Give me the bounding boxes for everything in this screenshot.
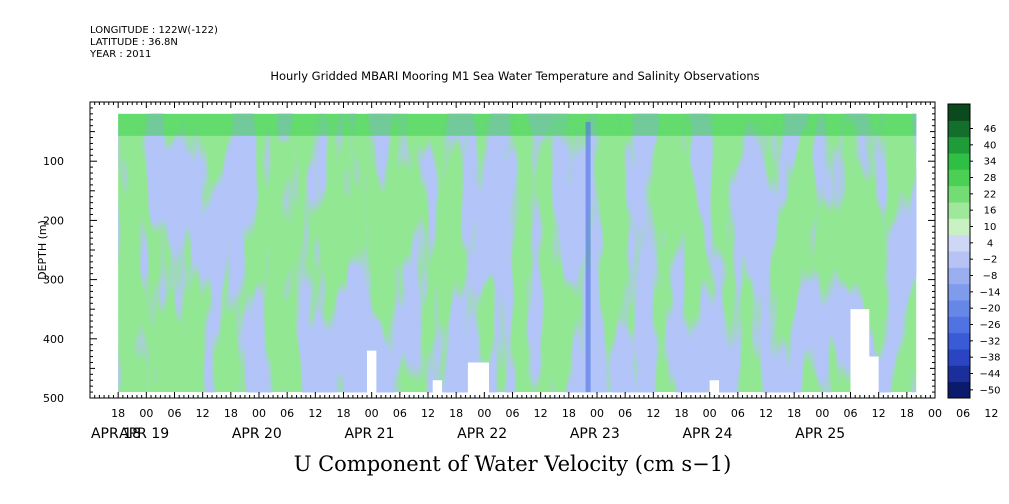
main-title: U Component of Water Velocity (cm s−1): [293, 452, 732, 476]
colorbar-swatch: [948, 365, 970, 383]
colorbar-swatch: [948, 120, 970, 138]
colorbar-swatch: [948, 283, 970, 301]
colorbar-frame: [947, 103, 971, 399]
x-hour-label: 00: [252, 407, 266, 420]
x-date-label: APR 23: [570, 426, 620, 442]
x-hour-label: 00: [139, 407, 153, 420]
x-date-label: APR 25: [795, 426, 845, 442]
x-date-label: APR 19: [119, 426, 169, 442]
x-hour-label: 00: [703, 407, 717, 420]
colorbar-label: 28: [984, 173, 997, 184]
x-date-label: APR 18: [91, 426, 141, 442]
x-hour-label: 00: [590, 407, 604, 420]
colorbar-label: −26: [979, 320, 1000, 331]
x-hour-label: 18: [787, 407, 801, 420]
colorbar-swatch: [948, 332, 970, 350]
colorbar-label: −2: [983, 255, 998, 266]
heatmap-negative-regions: [118, 113, 917, 393]
y-axis-label: DEPTH (m): [36, 220, 49, 280]
x-hour-label: 12: [534, 407, 548, 420]
x-date-label: APR 20: [232, 426, 282, 442]
x-hour-label: 00: [365, 407, 379, 420]
colorbar: −50 −44 −38 −32 −26 −20 −14 −8 −2 4 10 16 22 28 34 40 46: [947, 103, 1001, 399]
heatmap-surface-band: [118, 113, 917, 136]
x-date-label: APR 22: [457, 426, 507, 442]
x-hour-label: 06: [731, 407, 745, 420]
y-tick-label: 100: [43, 155, 64, 168]
x-hour-label: 00: [928, 407, 942, 420]
colorbar-label: −8: [983, 271, 998, 282]
y-tick-label: 400: [43, 333, 64, 346]
x-hour-label: 12: [421, 407, 435, 420]
colorbar-label: −14: [979, 287, 1000, 298]
colorbar-swatch: [948, 169, 970, 187]
x-hour-label: 06: [506, 407, 520, 420]
x-hour-label: 06: [844, 407, 858, 420]
x-hour-label: 00: [815, 407, 829, 420]
colorbar-label: 22: [984, 189, 997, 200]
colorbar-swatch: [948, 234, 970, 252]
missing-data-gap: [432, 380, 443, 394]
x-hour-label: 18: [900, 407, 914, 420]
heatmap-field: [118, 113, 917, 394]
colorbar-label: −50: [979, 385, 1000, 396]
colorbar-swatch: [948, 267, 970, 285]
x-hour-label: 12: [308, 407, 322, 420]
plot-title: Hourly Gridded MBARI Mooring M1 Sea Wate…: [270, 69, 760, 83]
x-hour-label: 06: [956, 407, 970, 420]
x-date-label: APR 21: [344, 426, 394, 442]
colorbar-swatch: [948, 300, 970, 317]
x-hour-label: 18: [337, 407, 351, 420]
x-hour-label: 06: [168, 407, 182, 420]
colorbar-swatch: [948, 316, 970, 334]
colorbar-swatch: [948, 251, 970, 268]
missing-data-gap: [859, 356, 879, 394]
x-hour-label: 00: [477, 407, 491, 420]
x-hour-label: 12: [196, 407, 210, 420]
x-hour-label: 06: [618, 407, 632, 420]
x-hour-label: 12: [646, 407, 660, 420]
colorbar-label: −38: [979, 353, 1000, 364]
colorbar-swatch: [948, 136, 970, 154]
colorbar-swatch: [948, 202, 970, 219]
colorbar-swatch: [948, 104, 970, 121]
colorbar-swatch: [948, 381, 970, 399]
x-hour-label: 18: [675, 407, 689, 420]
y-tick-label: 200: [43, 214, 64, 227]
x-hour-label: 18: [111, 407, 125, 420]
missing-data-gap: [467, 362, 490, 394]
colorbar-label: −44: [979, 369, 1000, 380]
y-tick-label: 300: [43, 274, 64, 287]
x-hour-label: 12: [759, 407, 773, 420]
x-hour-label: 12: [984, 407, 998, 420]
colorbar-swatch: [948, 185, 970, 203]
colorbar-label: 46: [984, 124, 997, 135]
x-hour-label: 18: [562, 407, 576, 420]
colorbar-swatch: [948, 349, 970, 366]
x-hour-label: 18: [224, 407, 238, 420]
colorbar-swatch: [948, 153, 970, 170]
colorbar-label: 40: [984, 140, 997, 151]
colorbar-label: 10: [984, 222, 997, 233]
x-hour-label: 12: [872, 407, 886, 420]
x-hour-label: 18: [449, 407, 463, 420]
missing-data-gap: [709, 380, 720, 394]
colorbar-label: 34: [984, 157, 997, 168]
missing-data-gap: [366, 350, 377, 394]
y-tick-label: 500: [43, 392, 64, 405]
heatmap-streak: [585, 121, 591, 393]
year-label: YEAR : 2011: [90, 49, 152, 60]
colorbar-label: 16: [984, 206, 997, 217]
colorbar-label: −20: [979, 304, 1000, 315]
colorbar-swatch: [948, 218, 970, 236]
x-hour-label: 06: [393, 407, 407, 420]
colorbar-label: 4: [987, 238, 993, 249]
x-date-label: APR 24: [682, 426, 732, 442]
latitude-label: LATITUDE : 36.8N: [90, 37, 178, 48]
x-hour-label: 06: [280, 407, 294, 420]
colorbar-label: −32: [979, 336, 1000, 347]
longitude-label: LONGITUDE : 122W(-122): [90, 25, 218, 36]
